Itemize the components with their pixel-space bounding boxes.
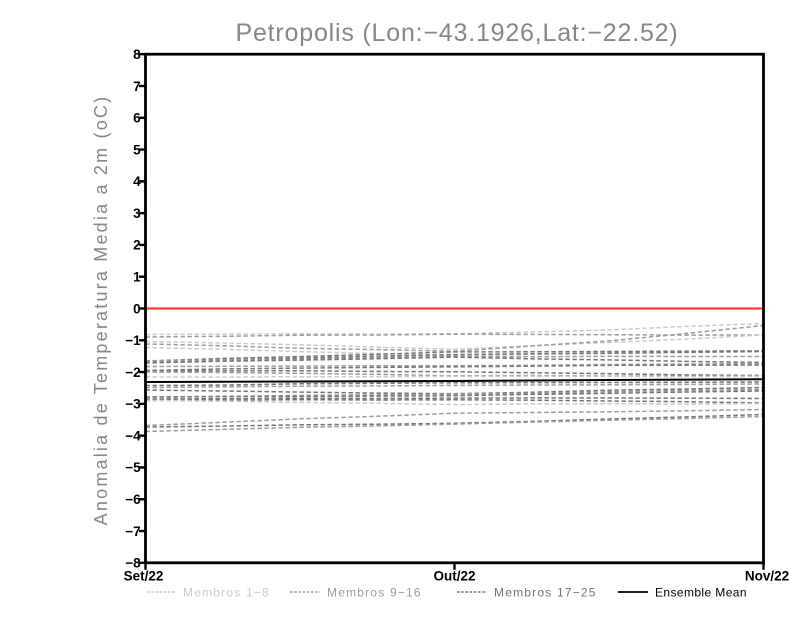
- svg-text:−4: −4: [125, 428, 141, 443]
- svg-text:Membros 17−25: Membros 17−25: [494, 586, 597, 600]
- svg-text:−6: −6: [125, 492, 141, 507]
- svg-text:5: 5: [133, 142, 141, 157]
- svg-text:−3: −3: [125, 397, 141, 412]
- svg-text:−8: −8: [125, 556, 141, 571]
- svg-text:−2: −2: [125, 365, 140, 380]
- svg-text:−7: −7: [125, 524, 140, 539]
- svg-text:4: 4: [133, 174, 141, 189]
- svg-text:−1: −1: [125, 333, 141, 348]
- svg-text:7: 7: [133, 79, 141, 94]
- svg-text:Set/22: Set/22: [124, 569, 164, 584]
- svg-text:6: 6: [133, 111, 141, 126]
- svg-text:Nov/22: Nov/22: [745, 569, 789, 584]
- svg-text:−5: −5: [125, 460, 141, 475]
- svg-text:8: 8: [133, 47, 141, 62]
- svg-text:2: 2: [133, 238, 141, 253]
- svg-text:Ensemble Mean: Ensemble Mean: [655, 586, 747, 600]
- svg-text:Petropolis (Lon:−43.1926,Lat:: Petropolis (Lon:−43.1926,Lat:−22.52): [236, 19, 679, 47]
- svg-text:3: 3: [133, 206, 141, 221]
- svg-text:Membros 1−8: Membros 1−8: [183, 586, 270, 600]
- svg-text:Membros 9−16: Membros 9−16: [327, 586, 422, 600]
- svg-text:1: 1: [133, 270, 141, 285]
- svg-text:Anomalia de Temperatura Media: Anomalia de Temperatura Media a 2m (oC): [91, 95, 111, 526]
- svg-text:0: 0: [133, 301, 141, 316]
- svg-text:Out/22: Out/22: [433, 569, 475, 584]
